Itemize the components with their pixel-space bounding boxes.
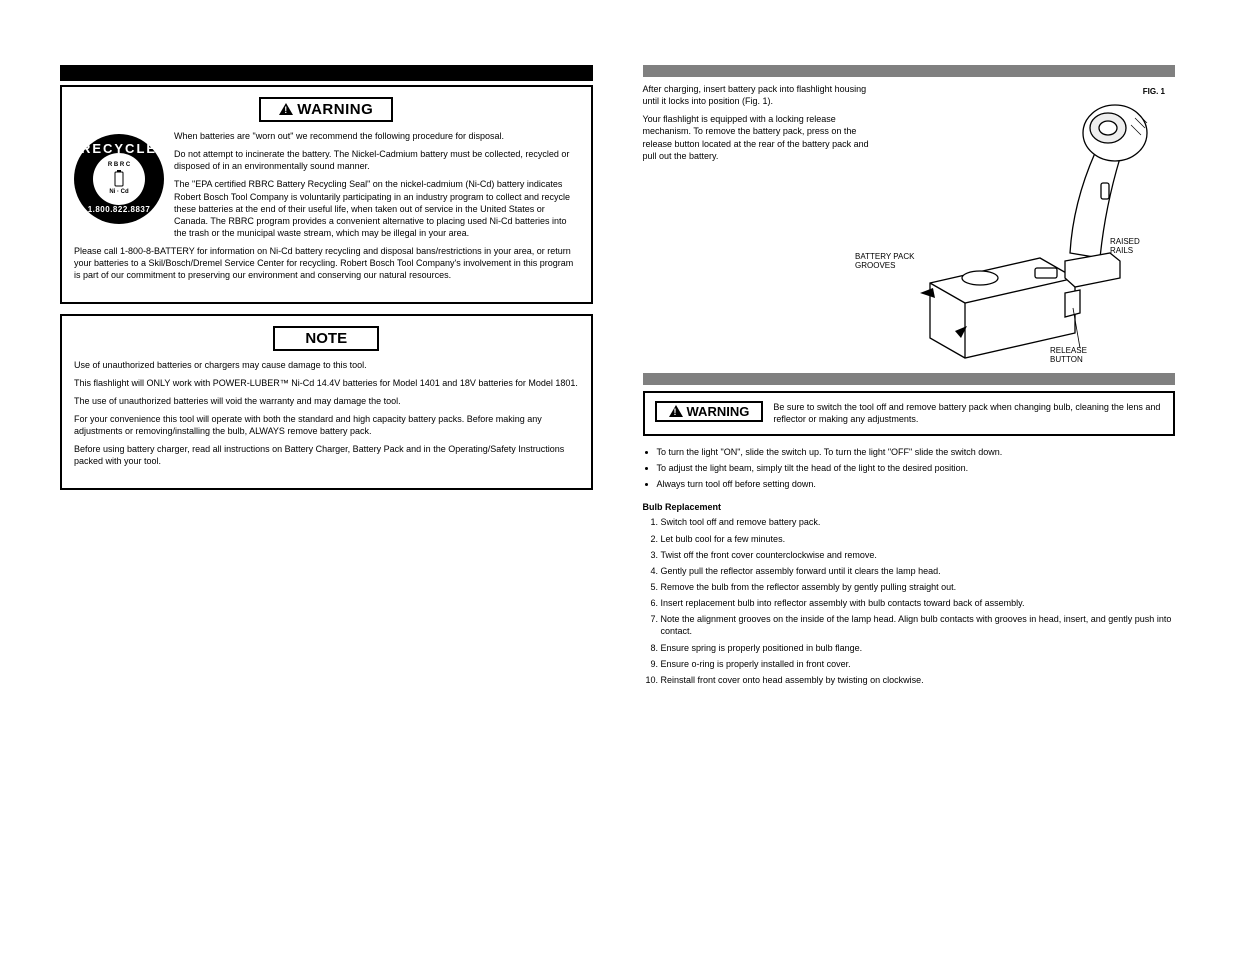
note-p1: Use of unauthorized batteries or charger…	[74, 359, 579, 371]
operation-bullets: To turn the light "ON", slide the switch…	[643, 446, 1176, 490]
note-p4: For your convenience this tool will oper…	[74, 413, 579, 437]
section-divider-gray-2	[643, 373, 1176, 385]
warning-triangle-icon	[279, 103, 293, 115]
bulb-replacement-heading: Bulb Replacement	[643, 502, 1176, 512]
seal-mid1: R B R C	[108, 162, 130, 169]
step-1: Switch tool off and remove battery pack.	[661, 516, 1176, 528]
right-warning-label: WARNING	[655, 401, 764, 422]
flashlight-battery-illustration	[895, 83, 1175, 373]
seal-top-text: RECYCLE	[74, 140, 164, 158]
callout-grooves: BATTERY PACK GROOVES	[855, 253, 925, 271]
fig-label: FIG. 1	[1143, 88, 1165, 97]
seal-inner: R B R C Ni · Cd	[93, 153, 145, 205]
note-p5: Before using battery charger, read all i…	[74, 443, 579, 467]
bullet-1: To turn the light "ON", slide the switch…	[657, 446, 1176, 458]
recycle-seal: RECYCLE R B R C Ni · Cd 1.800.822.8837	[74, 134, 164, 224]
step-6: Insert replacement bulb into reflector a…	[661, 597, 1176, 609]
step-5: Remove the bulb from the reflector assem…	[661, 581, 1176, 593]
note-p2: This flashlight will ONLY work with POWE…	[74, 377, 579, 389]
install-text: After charging, insert battery pack into…	[643, 83, 886, 373]
right-column: After charging, insert battery pack into…	[643, 65, 1176, 690]
battery-seal-icon	[109, 169, 129, 189]
right-warning-text: Be sure to switch the tool off and remov…	[773, 401, 1163, 425]
install-p2: Your flashlight is equipped with a locki…	[643, 113, 886, 162]
left-column: WARNING RECYCLE R B R C Ni · Cd 1.800.82…	[60, 65, 593, 690]
right-warning-box: WARNING Be sure to switch the tool off a…	[643, 391, 1176, 436]
bullet-3: Always turn tool off before setting down…	[657, 478, 1176, 490]
warning-triangle-icon-2	[669, 405, 683, 417]
warning-label-text: WARNING	[297, 101, 373, 118]
step-3: Twist off the front cover counterclockwi…	[661, 549, 1176, 561]
step-9: Ensure o-ring is properly installed in f…	[661, 658, 1176, 670]
warning-label-wrap: WARNING	[74, 97, 579, 122]
callout-rails: RAISED RAILS	[1110, 238, 1160, 256]
warning-label: WARNING	[259, 97, 393, 122]
figure-wrap: FIG. 1 BATTERY PACK GROOVES RAISED RAILS…	[895, 83, 1175, 373]
bulb-steps: Switch tool off and remove battery pack.…	[643, 516, 1176, 686]
seal-mid2: Ni · Cd	[109, 189, 128, 196]
step-10: Reinstall front cover onto head assembly…	[661, 674, 1176, 686]
section-divider-black	[60, 65, 593, 81]
warning-box: WARNING RECYCLE R B R C Ni · Cd 1.800.82…	[60, 85, 593, 304]
note-label: NOTE	[273, 326, 379, 351]
note-box: NOTE Use of unauthorized batteries or ch…	[60, 314, 593, 490]
right-warning-label-text: WARNING	[687, 404, 750, 419]
callout-release: RELEASE BUTTON	[1050, 347, 1110, 365]
page-root: WARNING RECYCLE R B R C Ni · Cd 1.800.82…	[0, 0, 1235, 730]
section-divider-gray-1	[643, 65, 1176, 77]
install-p1: After charging, insert battery pack into…	[643, 83, 886, 107]
bullet-2: To adjust the light beam, simply tilt th…	[657, 462, 1176, 474]
warn-p4: Please call 1-800-8-BATTERY for informat…	[74, 245, 579, 281]
install-section: After charging, insert battery pack into…	[643, 83, 1176, 373]
right-warning-label-wrap: WARNING	[655, 401, 764, 426]
note-body: Use of unauthorized batteries or charger…	[74, 359, 579, 468]
step-2: Let bulb cool for a few minutes.	[661, 533, 1176, 545]
note-label-wrap: NOTE	[74, 326, 579, 351]
note-p3: The use of unauthorized batteries will v…	[74, 395, 579, 407]
seal-bottom-text: 1.800.822.8837	[74, 205, 164, 216]
step-7: Note the alignment grooves on the inside…	[661, 613, 1176, 637]
step-8: Ensure spring is properly positioned in …	[661, 642, 1176, 654]
step-4: Gently pull the reflector assembly forwa…	[661, 565, 1176, 577]
warning-body: RECYCLE R B R C Ni · Cd 1.800.822.8837 W…	[74, 130, 579, 288]
